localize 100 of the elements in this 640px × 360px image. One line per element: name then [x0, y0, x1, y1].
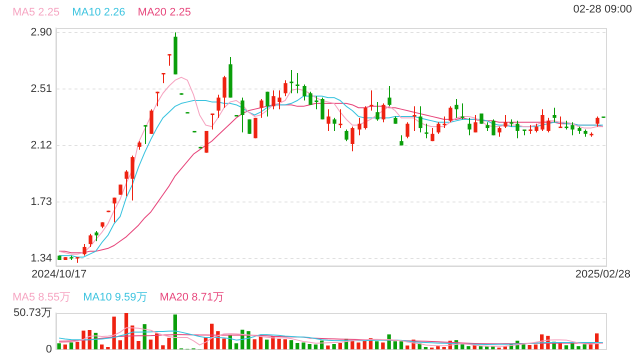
text: MA5 2.25 — [12, 6, 60, 19]
candlestick — [94, 230, 98, 242]
y-tick-label: 50.73万 — [13, 307, 52, 320]
candlestick — [382, 102, 386, 123]
bar — [222, 338, 226, 350]
candlestick — [290, 70, 294, 94]
y-tick-label: 1.34 — [30, 252, 52, 265]
candlestick — [222, 75, 226, 108]
bar — [283, 339, 287, 350]
text: MA10 9.59万 — [83, 292, 148, 304]
text: 02-28 09:00 — [573, 4, 632, 16]
bar — [491, 346, 495, 350]
text: MA20 2.25 — [138, 6, 191, 19]
candlestick — [326, 108, 330, 132]
y-tick-label: 2.12 — [30, 139, 52, 152]
candlestick — [118, 184, 122, 196]
candlestick — [454, 98, 458, 118]
candlestick — [314, 96, 318, 110]
candlestick — [468, 117, 472, 136]
bar — [265, 340, 269, 350]
candlestick — [504, 114, 508, 129]
bar — [57, 343, 61, 350]
candlestick — [144, 124, 148, 144]
candlestick — [552, 107, 556, 123]
candlestick — [516, 120, 520, 139]
bar — [277, 338, 281, 350]
x-tick-label: 2025/02/28 — [575, 268, 630, 280]
candlestick — [474, 114, 478, 133]
candlestick — [376, 101, 380, 122]
candlestick — [240, 97, 244, 133]
candlestick — [358, 117, 362, 136]
candlestick — [570, 122, 574, 136]
candlestick — [498, 126, 502, 138]
bar — [76, 342, 80, 350]
candlestick — [272, 90, 276, 110]
bar — [289, 340, 294, 350]
candlestick — [216, 94, 220, 118]
candlestick — [168, 54, 172, 66]
y-tick-label: 2.90 — [30, 26, 52, 38]
candlestick — [412, 106, 416, 132]
candlestick — [210, 113, 214, 130]
bar — [252, 339, 256, 350]
bar — [381, 342, 385, 350]
x-tick-label: 2024/10/17 — [32, 268, 87, 280]
bar — [564, 345, 568, 350]
bar — [332, 344, 336, 350]
bar — [436, 346, 440, 350]
candlestick — [82, 244, 86, 256]
candlestick — [278, 90, 282, 110]
bar — [466, 346, 470, 350]
candlestick — [400, 134, 404, 146]
candlestick — [308, 91, 312, 106]
candlestick — [124, 170, 128, 197]
candlestick — [546, 117, 550, 133]
candlestick — [418, 106, 422, 133]
bar — [522, 344, 526, 350]
candlestick — [150, 108, 154, 134]
candlestick — [448, 106, 452, 123]
candlestick — [88, 233, 92, 248]
y-tick-label: 0 — [46, 343, 52, 356]
candlestick — [424, 123, 428, 139]
y-tick-label: 1.73 — [30, 196, 52, 208]
bar — [302, 342, 306, 350]
candlestick — [302, 84, 306, 101]
candlestick — [266, 91, 270, 117]
text: MA5 8.55万 — [12, 292, 71, 304]
candlestick — [436, 122, 440, 134]
text: MA20 8.71万 — [160, 292, 224, 304]
candlestick — [260, 98, 264, 118]
candlestick — [364, 106, 368, 130]
y-tick-label: 2.51 — [30, 82, 52, 95]
bar — [148, 340, 153, 350]
bar — [356, 342, 360, 350]
bar — [234, 343, 238, 350]
bar — [326, 345, 330, 350]
bar — [136, 341, 140, 350]
candlestick — [370, 90, 374, 112]
candlestick — [320, 97, 324, 120]
candlestick — [430, 128, 434, 142]
candlestick — [130, 155, 134, 202]
candlestick — [442, 116, 446, 129]
candlestick — [156, 91, 160, 107]
bar — [112, 316, 116, 350]
candlestick — [338, 108, 342, 129]
bar — [167, 338, 171, 350]
candlestick — [492, 118, 496, 136]
candlestick — [406, 122, 410, 139]
candlestick — [284, 80, 288, 97]
candlestick — [344, 129, 348, 142]
bar — [161, 345, 165, 350]
bar — [576, 346, 580, 350]
text: MA10 2.26 — [72, 6, 126, 19]
candlestick — [112, 197, 116, 223]
candlestick — [460, 102, 464, 120]
candlestick — [296, 72, 300, 94]
candlestick — [388, 86, 392, 107]
candlestick — [332, 117, 336, 132]
candlestick — [248, 118, 252, 134]
bar — [558, 344, 562, 350]
candlestick — [596, 116, 600, 128]
